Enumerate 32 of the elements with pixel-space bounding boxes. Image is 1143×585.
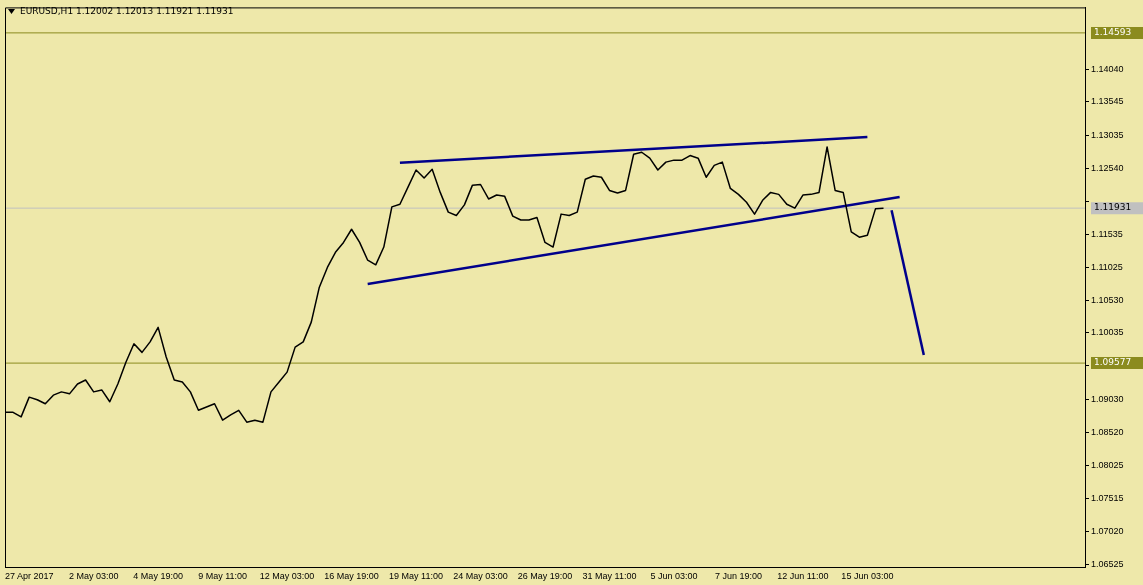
y-tick-label: 1.11025	[1091, 262, 1123, 273]
y-tick-label: 1.08520	[1091, 427, 1124, 438]
y-tick-label: 1.14040	[1091, 63, 1124, 74]
x-tick-label: 19 May 11:00	[389, 570, 443, 581]
x-tick-label: 31 May 11:00	[582, 570, 637, 581]
y-tick-label: 1.08025	[1091, 459, 1124, 470]
ref-line-label: 1.14593	[1094, 27, 1132, 38]
chart-title: EURUSD,H1 1.12002 1.12013 1.11921 1.11931	[20, 6, 234, 16]
y-tick-label: 1.13035	[1091, 129, 1124, 140]
x-tick-label: 5 Jun 03:00	[650, 570, 698, 581]
x-tick-label: 9 May 11:00	[198, 570, 248, 581]
y-tick-label: 1.13545	[1091, 96, 1124, 107]
x-tick-label: 16 May 19:00	[324, 570, 379, 581]
y-tick-label: 1.07515	[1091, 493, 1124, 504]
ref-line-label: 1.11931	[1094, 202, 1132, 213]
y-tick-label: 1.12540	[1091, 162, 1124, 173]
x-tick-label: 26 May 19:00	[517, 570, 573, 581]
x-tick-label: 12 Jun 11:00	[777, 570, 829, 581]
x-tick-label: 15 Jun 03:00	[841, 570, 894, 581]
x-tick-label: 4 May 19:00	[133, 570, 183, 581]
y-tick-label: 1.06525	[1091, 558, 1124, 569]
y-tick-label: 1.10035	[1091, 327, 1124, 338]
y-tick-label: 1.11535	[1091, 228, 1123, 239]
x-tick-label: 2 May 03:00	[68, 570, 119, 581]
x-tick-label: 12 May 03:00	[259, 570, 315, 581]
x-tick-label: 7 Jun 19:00	[714, 570, 762, 581]
x-tick-label: 27 Apr 2017	[4, 570, 54, 581]
ref-line-label: 1.09577	[1094, 357, 1132, 368]
x-tick-label: 24 May 03:00	[453, 570, 508, 581]
y-tick-label: 1.09030	[1091, 393, 1124, 404]
y-tick-label: 1.07020	[1091, 525, 1124, 536]
y-tick-label: 1.10530	[1091, 294, 1124, 305]
